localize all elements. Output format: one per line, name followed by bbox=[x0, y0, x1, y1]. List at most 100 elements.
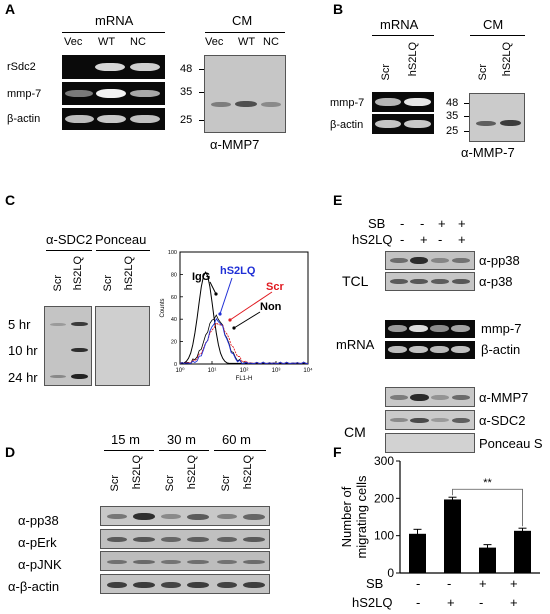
panel-e-blot-sdc2 bbox=[385, 410, 475, 430]
panel-d-time-15m: 15 m bbox=[111, 432, 140, 447]
panel-d-lane-scr-3: Scr bbox=[220, 475, 232, 492]
panel-b-gel-actin bbox=[372, 114, 434, 134]
panel-a-cm-lane-wt: WT bbox=[238, 36, 256, 48]
bar-ytick-label: 200 bbox=[374, 491, 394, 505]
bar-4 bbox=[514, 530, 531, 573]
panel-b-cm-underline bbox=[470, 35, 525, 36]
panel-e-hs2lq-sign-3: - bbox=[438, 232, 443, 247]
flow-ytick-label: 40 bbox=[171, 317, 177, 323]
panel-c-stain-lane-hs2lq: hS2LQ bbox=[123, 256, 135, 291]
panel-e-row-ponceau: Ponceau S bbox=[479, 436, 543, 451]
panel-c-time-5hr: 5 hr bbox=[8, 317, 31, 332]
panel-e-sb-sign-2: - bbox=[420, 216, 425, 231]
panel-b-cm-lane-scr: Scr bbox=[477, 64, 489, 81]
panel-d-blot-perk bbox=[100, 529, 270, 549]
flow-xtick-label: 10³ bbox=[272, 368, 281, 374]
panel-c-lane-scr: Scr bbox=[52, 275, 64, 292]
panel-a-cm-blot bbox=[204, 55, 286, 133]
panel-d-row-pp38: α-pp38 bbox=[18, 513, 59, 528]
flow-ytick-label: 0 bbox=[174, 362, 177, 368]
panel-f-hs2lq-sign-3: - bbox=[479, 595, 484, 610]
flow-curve-hs2lq bbox=[179, 317, 308, 364]
panel-a-gel-rsdc2 bbox=[62, 55, 165, 79]
flow-ytick-label: 80 bbox=[171, 272, 177, 278]
flow-xtick-label: 10¹ bbox=[208, 368, 217, 374]
panel-e-blot-ponceau bbox=[385, 433, 475, 453]
panel-b-cm-blot bbox=[469, 93, 525, 142]
panel-d-time-30m: 30 m bbox=[167, 432, 196, 447]
panel-a-row-actin: β-actin bbox=[7, 113, 41, 125]
flow-xtick-label: 10⁰ bbox=[175, 367, 185, 374]
panel-d-row-pjnk: α-pJNK bbox=[18, 557, 62, 572]
panel-e-hs2lq-label: hS2LQ bbox=[352, 232, 393, 247]
panel-b-lane-scr: Scr bbox=[380, 64, 392, 81]
panel-f-sb-sign-2: - bbox=[447, 576, 452, 591]
panel-a-letter: A bbox=[5, 1, 16, 17]
panel-f-hs2lq-label: hS2LQ bbox=[352, 595, 393, 610]
panel-a-gel-mmp7 bbox=[62, 82, 165, 105]
panel-c-blot-header: α-SDC2 bbox=[46, 232, 93, 247]
panel-a-cm-underline bbox=[205, 32, 285, 33]
panel-e-group-tcl: TCL bbox=[342, 273, 369, 289]
panel-e-row-p38: α-p38 bbox=[479, 274, 513, 289]
panel-f-hs2lq-sign-1: - bbox=[416, 595, 421, 610]
panel-e-gel-actin bbox=[385, 341, 475, 359]
panel-e-sb-label: SB bbox=[368, 216, 386, 231]
panel-f-hs2lq-sign-4: + bbox=[510, 595, 518, 610]
panel-e-group-mrna: mRNA bbox=[336, 337, 375, 352]
flow-ylabel: Counts bbox=[160, 298, 166, 317]
flow-arrowhead-scr bbox=[228, 318, 232, 322]
panel-f-sb-label: SB bbox=[366, 576, 384, 591]
flow-arrowhead-hs2lq bbox=[218, 312, 222, 316]
panel-e-hs2lq-sign-2: + bbox=[420, 232, 428, 247]
bar-3 bbox=[479, 547, 496, 573]
panel-b-row-mmp7: mmp-7 bbox=[330, 97, 365, 109]
panel-e-row-pp38: α-pp38 bbox=[479, 253, 520, 268]
panel-f-sb-sign-1: - bbox=[416, 576, 421, 591]
panel-a-lane-nc: NC bbox=[130, 36, 146, 48]
panel-a-mw-48: 48 bbox=[180, 63, 193, 75]
panel-e-group-cm: CM bbox=[344, 424, 366, 440]
panel-e-sb-sign-1: - bbox=[400, 216, 405, 231]
panel-a-cm-header: CM bbox=[232, 13, 253, 28]
panel-d-letter: D bbox=[5, 444, 16, 460]
panel-b-mrna-underline bbox=[372, 35, 434, 36]
significance-marker: ** bbox=[483, 477, 492, 489]
panel-e-row-mmp7-cm: α-MMP7 bbox=[479, 390, 529, 405]
panel-b-mw-48: 48 bbox=[446, 97, 459, 109]
panel-d-blot-pjnk bbox=[100, 551, 270, 571]
panel-b-lane-hs2lq: hS2LQ bbox=[407, 42, 419, 77]
panel-e-blot-p38 bbox=[385, 272, 475, 291]
flow-xtick-label: 10² bbox=[240, 368, 249, 374]
panel-e-blot-pp38 bbox=[385, 251, 475, 270]
panel-a-gel-actin bbox=[62, 108, 165, 130]
panel-a-lane-wt: WT bbox=[98, 36, 116, 48]
bar-1 bbox=[409, 533, 426, 573]
panel-a-cm-lane-nc: NC bbox=[263, 36, 279, 48]
panel-c-stain-lane-scr: Scr bbox=[102, 275, 114, 292]
panel-e-row-mmp7: mmp-7 bbox=[481, 321, 522, 336]
panel-c-flow-histogram: 0 20 40 60 80 100 10⁰ 10¹ 10² 10³ 10⁴ FL1-H Counts Ig… bbox=[160, 250, 313, 382]
panel-e-letter: E bbox=[333, 192, 343, 208]
panel-a-antibody: α-MMP7 bbox=[210, 137, 260, 152]
panel-d-row-actin: α-β-actin bbox=[8, 579, 60, 594]
panel-f-ylabel: Number of migrating cells bbox=[339, 475, 369, 559]
bar-2 bbox=[444, 499, 461, 573]
panel-e-hs2lq-sign-4: + bbox=[458, 232, 466, 247]
panel-b-cm-header: CM bbox=[483, 17, 504, 32]
flow-ytick-label: 60 bbox=[171, 295, 177, 301]
flow-label-igg: IgG bbox=[192, 271, 210, 283]
panel-d-lane-hs2lq-2: hS2LQ bbox=[186, 455, 198, 490]
panel-b-antibody: α-MMP-7 bbox=[461, 145, 515, 160]
panel-b-row-actin: β-actin bbox=[330, 119, 364, 131]
panel-e-blot-mmp7 bbox=[385, 387, 475, 407]
bar-ytick-label: 300 bbox=[374, 454, 394, 468]
flow-arrowhead-igg bbox=[214, 292, 218, 296]
panel-d-lane-scr-1: Scr bbox=[109, 475, 121, 492]
panel-d-lane-hs2lq-1: hS2LQ bbox=[131, 455, 143, 490]
panel-e-sb-sign-3: + bbox=[438, 216, 446, 231]
panel-e-sb-sign-4: + bbox=[458, 216, 466, 231]
flow-ytick-label: 20 bbox=[171, 340, 177, 346]
flow-label-scr: Scr bbox=[266, 281, 284, 293]
panel-b-gel-mmp7 bbox=[372, 92, 434, 112]
